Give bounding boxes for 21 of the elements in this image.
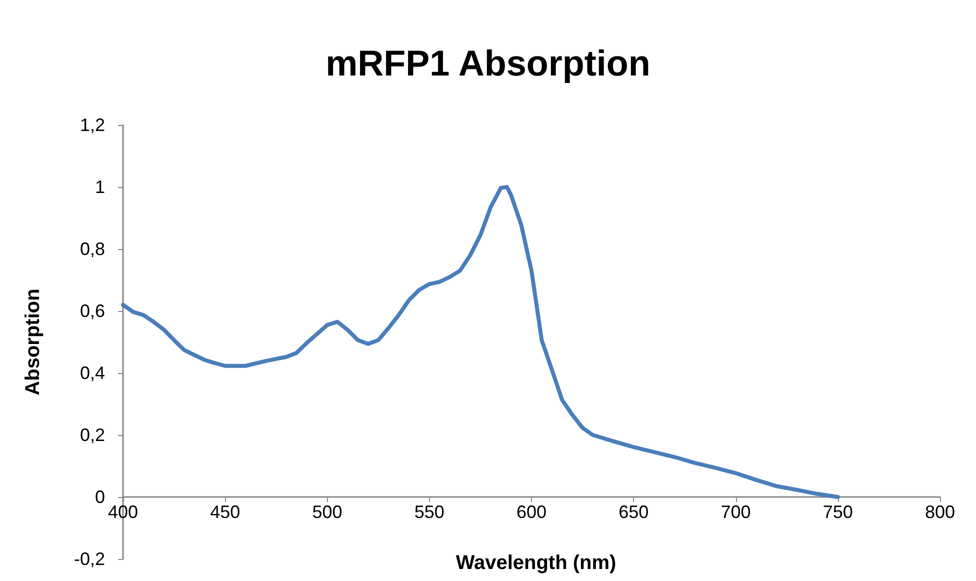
y-tick-label: 1 <box>94 177 105 197</box>
y-tick-label: -0,2 <box>74 549 105 569</box>
x-tick-label: 800 <box>924 502 956 522</box>
y-tick-label: 0,2 <box>80 425 105 445</box>
y-tick-label: 0,6 <box>80 301 105 321</box>
x-tick-label: 650 <box>618 502 649 522</box>
x-tick-label: 500 <box>312 502 342 522</box>
x-tick-label: 400 <box>108 502 138 522</box>
y-axis-title: Absorption <box>22 288 44 396</box>
y-tick-label: 0,4 <box>80 363 105 383</box>
x-tick-label: 550 <box>414 502 444 522</box>
x-tick-label: 450 <box>210 502 240 522</box>
y-tick-label: 1,2 <box>80 115 105 135</box>
x-tick-label: 600 <box>516 502 547 522</box>
y-tick-label: 0,8 <box>80 239 105 259</box>
x-tick-label: 700 <box>720 502 751 522</box>
x-tick-label: 750 <box>822 502 853 522</box>
line-series <box>121 185 840 499</box>
x-axis-title: Wavelength (nm) <box>456 552 616 574</box>
chart-title: mRFP1 Absorption <box>326 42 650 84</box>
y-tick-label: 0 <box>94 487 105 507</box>
